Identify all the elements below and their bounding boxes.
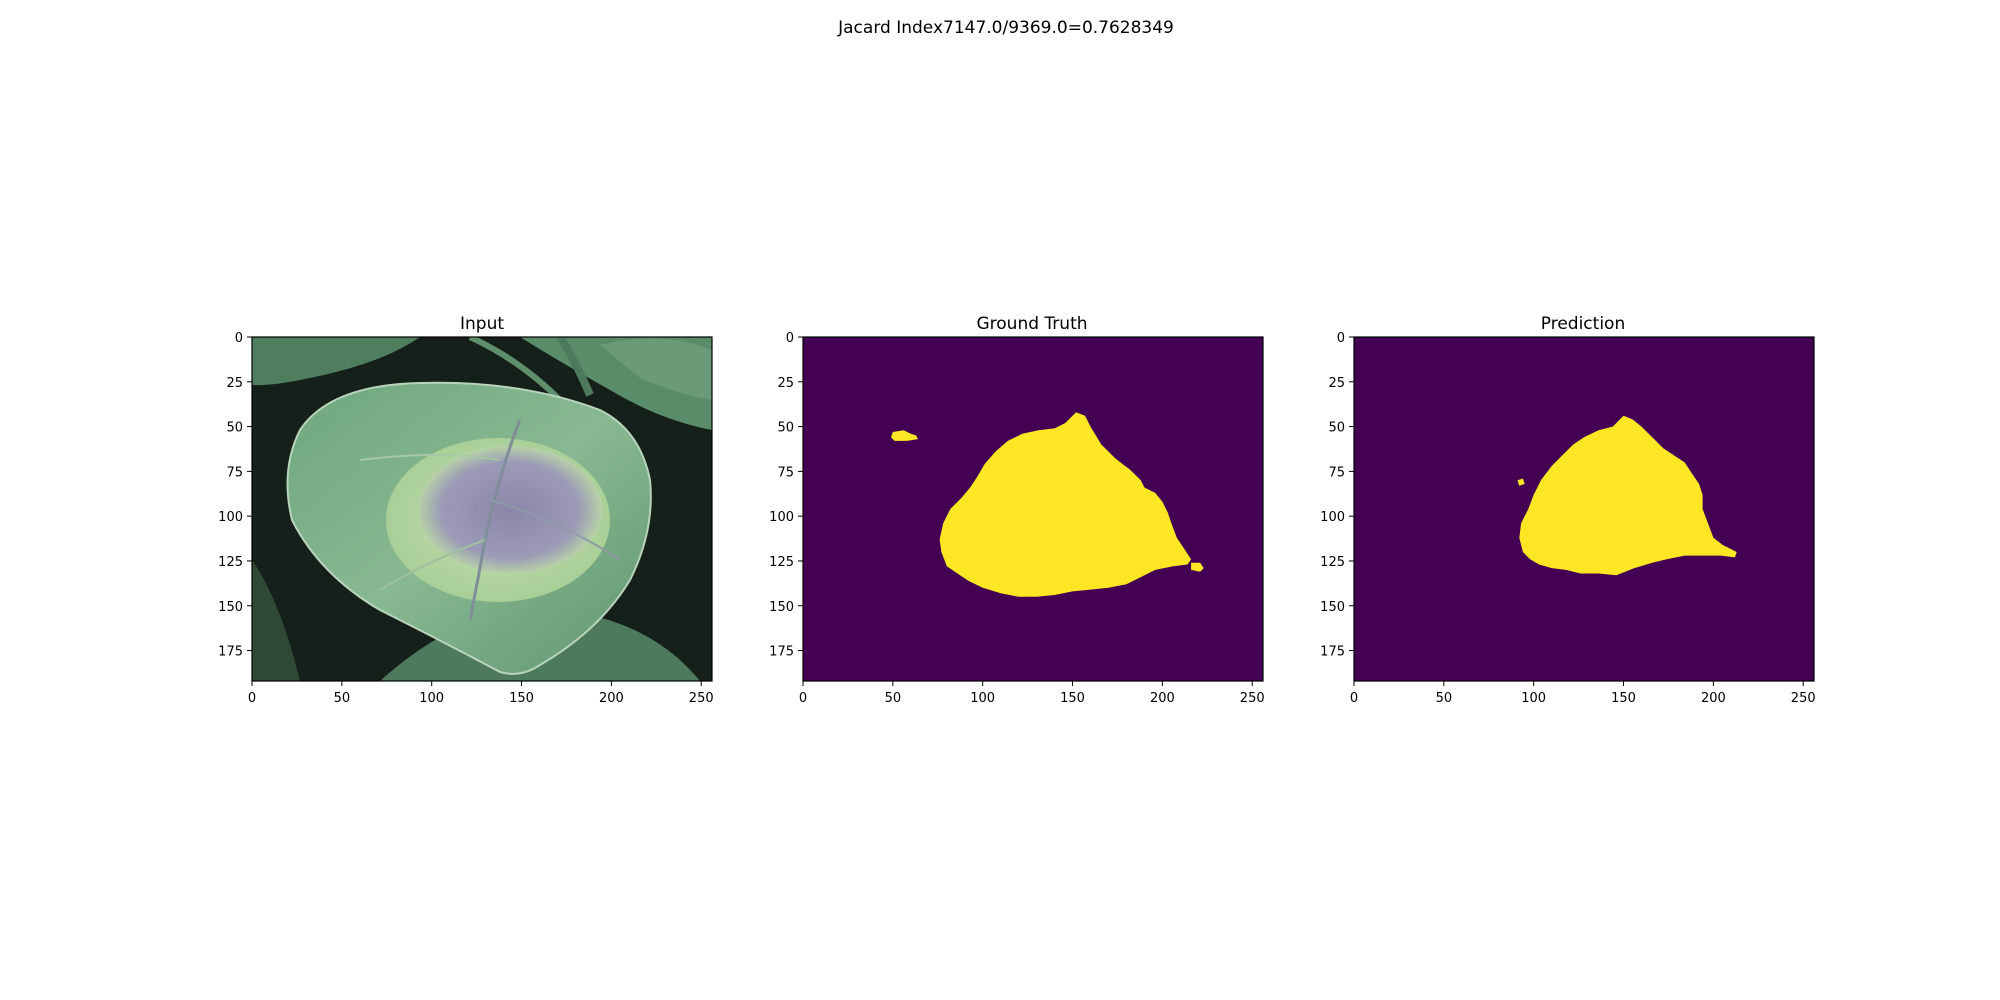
axes-frame: [802, 336, 1264, 682]
x-tick-label: 0: [248, 691, 256, 706]
mask-blob-right: [1191, 562, 1204, 572]
panel-ground-truth-title: Ground Truth: [976, 314, 1087, 334]
y-tick-label: 100: [1320, 510, 1345, 525]
mask-blob-speck: [1517, 478, 1525, 486]
y-tick-label: 175: [769, 645, 794, 660]
y-tick-label: 0: [235, 331, 243, 346]
panel-ground-truth-plot: [803, 337, 1263, 681]
y-tick-label: 0: [786, 331, 794, 346]
x-tick-label: 150: [509, 691, 534, 706]
x-tick-label: 100: [419, 691, 444, 706]
x-tick-label: 200: [1150, 691, 1175, 706]
y-tick-label: 25: [226, 376, 243, 391]
x-tick-label: 150: [1611, 691, 1636, 706]
y-tick-label: 175: [1320, 645, 1345, 660]
x-tick-label: 250: [1240, 691, 1265, 706]
axes-frame: [1353, 336, 1815, 682]
x-tick-label: 200: [1701, 691, 1726, 706]
y-tick-label: 125: [769, 555, 794, 570]
x-tick-label: 150: [1060, 691, 1085, 706]
y-tick-label: 25: [777, 376, 794, 391]
panel-ground-truth: Ground Truth 0 50 100 150 200 250 0 25 50 75 100 12…: [769, 314, 1264, 706]
y-tick-label: 100: [218, 510, 243, 525]
panel-prediction-title: Prediction: [1541, 314, 1625, 334]
y-tick-label: 75: [777, 465, 794, 480]
x-tick-label: 50: [1436, 691, 1453, 706]
y-tick-label: 150: [218, 600, 243, 615]
mask-blob-main: [939, 412, 1192, 597]
y-tick-label: 125: [1320, 555, 1345, 570]
y-tick-label: 150: [769, 600, 794, 615]
panel-input-axes: 0 50 100 150 200 250 0 25 50 75 100 125 150 175: [218, 331, 713, 706]
y-tick-label: 0: [1337, 331, 1345, 346]
panel-input: Input 0 50 100 150 200 250 0 25 50 75 100 125 150 175: [218, 314, 713, 706]
axes-frame: [251, 336, 713, 682]
panel-prediction: Prediction 0 50 100 150 200 250 0 25 50 75 100 125 1…: [1320, 314, 1815, 706]
x-tick-label: 0: [799, 691, 807, 706]
panel-prediction-plot: [1354, 337, 1814, 681]
input-leaf-image: [252, 337, 712, 681]
y-tick-label: 75: [1328, 465, 1345, 480]
y-tick-label: 100: [769, 510, 794, 525]
x-tick-label: 50: [334, 691, 351, 706]
y-tick-label: 75: [226, 465, 243, 480]
y-tick-label: 50: [1328, 421, 1345, 436]
y-tick-label: 50: [777, 421, 794, 436]
panel-prediction-axes: 0 50 100 150 200 250 0 25 50 75 100 125 150 175: [1320, 331, 1815, 706]
x-tick-label: 50: [885, 691, 902, 706]
x-tick-label: 100: [970, 691, 995, 706]
y-tick-label: 50: [226, 421, 243, 436]
panel-ground-truth-axes: 0 50 100 150 200 250 0 25 50 75 100 125 150 175: [769, 331, 1264, 706]
x-tick-label: 200: [599, 691, 624, 706]
y-tick-label: 25: [1328, 376, 1345, 391]
x-tick-label: 250: [1791, 691, 1816, 706]
mask-blob-left: [891, 430, 918, 441]
x-tick-label: 250: [689, 691, 714, 706]
y-tick-label: 150: [1320, 600, 1345, 615]
figure-suptitle: Jacard Index7147.0/9369.0=0.7628349: [837, 18, 1174, 38]
mask-blob-main: [1519, 415, 1737, 576]
panel-input-title: Input: [460, 314, 504, 334]
lesion-core: [418, 446, 602, 574]
x-tick-label: 0: [1350, 691, 1358, 706]
y-tick-label: 125: [218, 555, 243, 570]
x-tick-label: 100: [1521, 691, 1546, 706]
y-tick-label: 175: [218, 645, 243, 660]
